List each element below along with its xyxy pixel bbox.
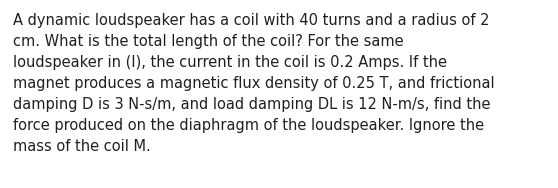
Text: A dynamic loudspeaker has a coil with 40 turns and a radius of 2
cm. What is the: A dynamic loudspeaker has a coil with 40… (13, 13, 494, 154)
